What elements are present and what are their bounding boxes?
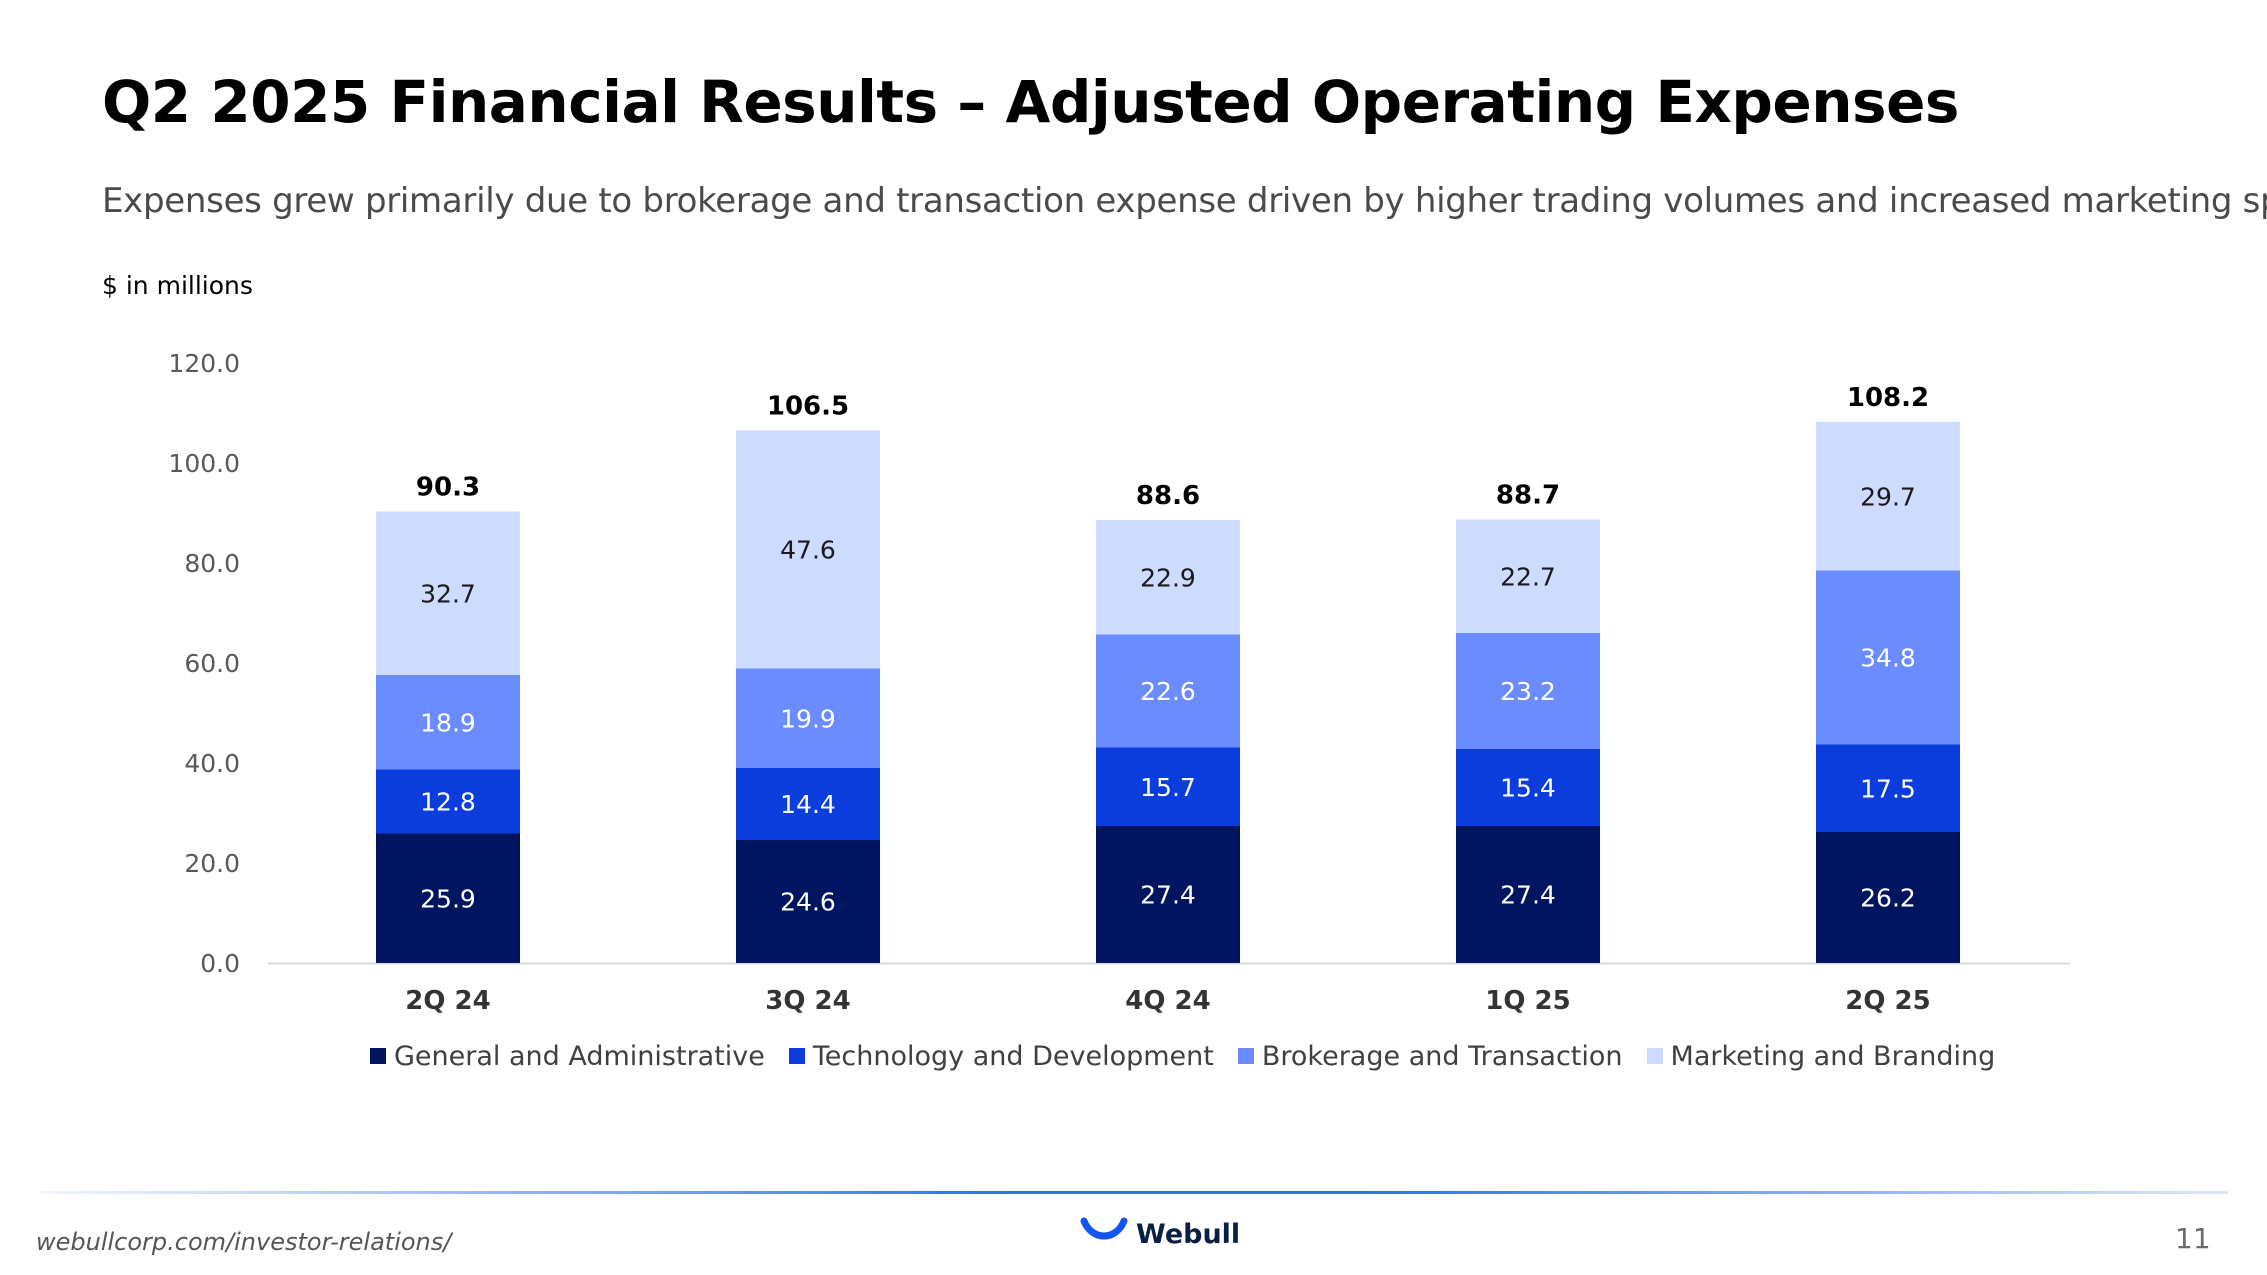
legend-label: Technology and Development bbox=[812, 1040, 1214, 1072]
data-label: 12.8 bbox=[420, 788, 476, 817]
legend-swatch bbox=[1237, 1048, 1254, 1064]
bar-segment bbox=[1456, 749, 1600, 826]
units-label: $ in millions bbox=[102, 271, 253, 300]
bar-segment bbox=[376, 675, 520, 770]
chart-legend: General and Administrative Technology and… bbox=[370, 1038, 2019, 1074]
data-label: 19.9 bbox=[780, 704, 836, 733]
data-label: 15.4 bbox=[1500, 774, 1556, 803]
total-label: 106.5 bbox=[767, 392, 849, 422]
webull-smile-icon bbox=[1080, 1217, 1128, 1240]
footer-url[interactable]: webullcorp.com/investor-relations/ bbox=[36, 1228, 452, 1256]
y-tick-label: 40.0 bbox=[184, 749, 240, 778]
footer-divider bbox=[40, 1191, 2228, 1194]
bar-segment bbox=[1096, 634, 1240, 748]
bar-segment bbox=[1816, 570, 1960, 745]
data-label: 18.9 bbox=[420, 708, 476, 737]
data-label: 27.4 bbox=[1500, 881, 1556, 910]
brand-logo: Webull bbox=[1080, 1214, 1240, 1254]
x-tick-label: 3Q 24 bbox=[765, 986, 850, 1016]
bar-segment bbox=[376, 511, 520, 675]
legend-item: General and Administrative bbox=[370, 1041, 765, 1072]
slide-title: Q2 2025 Financial Results – Adjusted Ope… bbox=[102, 68, 1959, 136]
legend-item: Brokerage and Transaction bbox=[1237, 1040, 1623, 1072]
y-tick-label: 20.0 bbox=[184, 849, 240, 878]
data-label: 22.6 bbox=[1140, 677, 1196, 706]
data-label: 24.6 bbox=[780, 888, 836, 917]
y-tick-label: 120.0 bbox=[168, 349, 240, 378]
bar-segment bbox=[1096, 747, 1240, 826]
data-label: 23.2 bbox=[1500, 677, 1556, 706]
legend-swatch bbox=[1646, 1048, 1663, 1064]
data-label: 34.8 bbox=[1860, 644, 1916, 673]
bar-segment bbox=[736, 840, 880, 963]
bar-segment bbox=[736, 668, 880, 768]
bar-segment bbox=[376, 769, 520, 834]
page-number: 11 bbox=[2175, 1222, 2211, 1255]
data-label: 47.6 bbox=[780, 536, 836, 565]
legend-item: Technology and Development bbox=[788, 1040, 1214, 1072]
total-label: 108.2 bbox=[1847, 383, 1929, 413]
data-label: 17.5 bbox=[1860, 774, 1916, 803]
bar-segment bbox=[1456, 519, 1600, 633]
legend-swatch bbox=[788, 1048, 805, 1064]
bar-segment bbox=[1096, 826, 1240, 963]
x-tick-label: 2Q 24 bbox=[405, 986, 490, 1016]
legend-label: General and Administrative bbox=[394, 1040, 765, 1072]
total-label: 90.3 bbox=[416, 473, 480, 503]
data-label: 27.4 bbox=[1140, 881, 1196, 910]
data-label: 26.2 bbox=[1860, 884, 1916, 913]
bar-segment bbox=[736, 430, 880, 669]
bar-segment bbox=[1096, 520, 1240, 635]
y-tick-label: 80.0 bbox=[184, 549, 240, 578]
data-label: 32.7 bbox=[420, 579, 476, 608]
legend-label: Marketing and Branding bbox=[1670, 1040, 1996, 1072]
bar-segment bbox=[1456, 633, 1600, 749]
y-tick-label: 0.0 bbox=[200, 949, 240, 978]
brand-name: Webull bbox=[1136, 1218, 1241, 1250]
data-label: 15.7 bbox=[1140, 773, 1196, 802]
total-label: 88.7 bbox=[1496, 481, 1560, 511]
y-tick-label: 60.0 bbox=[184, 649, 240, 678]
data-label: 14.4 bbox=[780, 790, 836, 819]
bar-segment bbox=[1816, 422, 1960, 571]
data-label: 22.7 bbox=[1500, 562, 1556, 591]
legend-label: Brokerage and Transaction bbox=[1261, 1040, 1623, 1072]
data-label: 22.9 bbox=[1140, 563, 1196, 592]
legend-item: Marketing and Branding bbox=[1646, 1040, 1996, 1072]
bar-segment bbox=[1456, 826, 1600, 963]
x-tick-label: 1Q 25 bbox=[1485, 986, 1570, 1016]
slide-subtitle: Expenses grew primarily due to brokerage… bbox=[102, 181, 2267, 221]
x-tick-label: 2Q 25 bbox=[1845, 986, 1930, 1016]
legend-swatch bbox=[370, 1048, 386, 1064]
bar-segment bbox=[376, 833, 520, 963]
data-label: 29.7 bbox=[1860, 482, 1916, 511]
y-tick-label: 100.0 bbox=[168, 449, 240, 478]
bar-segment bbox=[736, 768, 880, 840]
bar-segment bbox=[1816, 744, 1960, 832]
bar-segment bbox=[1816, 832, 1960, 963]
x-tick-label: 4Q 24 bbox=[1125, 986, 1210, 1016]
data-label: 25.9 bbox=[420, 884, 476, 913]
total-label: 88.6 bbox=[1136, 481, 1200, 511]
